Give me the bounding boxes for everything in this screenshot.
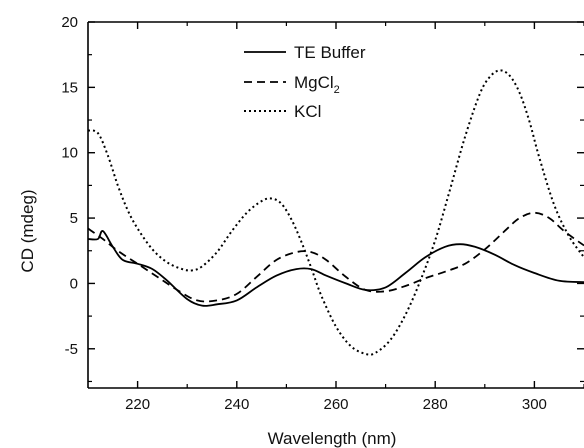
- y-tick-label-0: 0: [70, 275, 78, 292]
- axis-ticks: [88, 21, 584, 388]
- series-line-kcl: [87, 69, 584, 356]
- y-tick-label-10: 10: [61, 145, 78, 162]
- series-line-mgcl2: [87, 211, 584, 303]
- legend-label-mgcl2-main: MgCl: [294, 73, 334, 92]
- x-tick-label-260: 260: [323, 396, 348, 413]
- x-tick-label-240: 240: [224, 396, 249, 413]
- axis-tick-labels: 220 240 260 280 300 -5 0 5 10 15 20: [61, 14, 547, 413]
- y-tick-label-15: 15: [61, 79, 78, 96]
- x-tick-label-280: 280: [423, 396, 448, 413]
- legend-label-te-buffer: TE Buffer: [294, 43, 366, 62]
- y-axis-title: CD (mdeg): [18, 189, 37, 272]
- x-tick-label-220: 220: [125, 396, 150, 413]
- x-tick-label-300: 300: [522, 396, 547, 413]
- y-tick-label-5: 5: [70, 210, 78, 227]
- x-axis-title: Wavelength (nm): [268, 429, 397, 448]
- legend: TE Buffer MgCl2 KCl: [244, 43, 366, 121]
- y-tick-label-20: 20: [61, 14, 78, 31]
- legend-label-mgcl2-subscript: 2: [334, 84, 340, 96]
- legend-label-mgcl2: MgCl2: [294, 73, 340, 96]
- legend-label-kcl: KCl: [294, 102, 321, 121]
- y-tick-label--5: -5: [65, 341, 78, 358]
- series-layer: [87, 69, 584, 356]
